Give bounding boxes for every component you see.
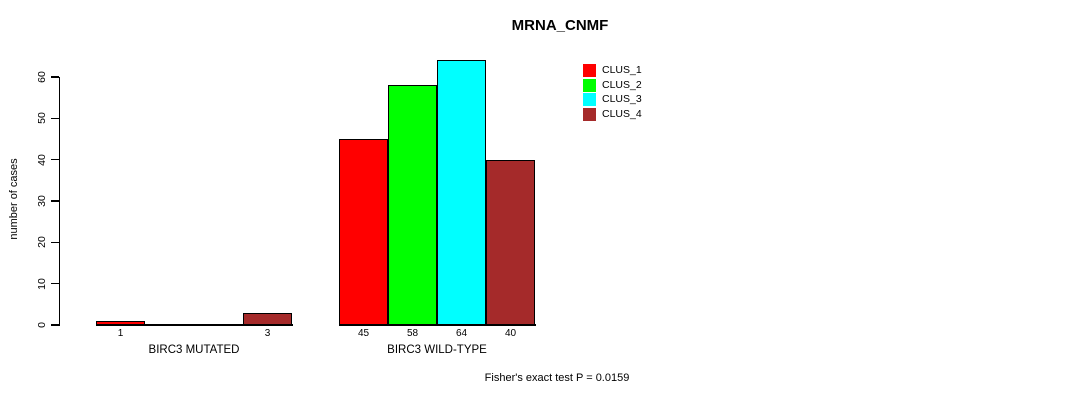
bar-value-label: 64 xyxy=(455,327,468,339)
y-tick-mark xyxy=(51,241,59,244)
y-tick-label: 50 xyxy=(36,112,48,125)
y-tick-label: 20 xyxy=(36,236,48,249)
y-tick-mark xyxy=(51,159,59,161)
bar-value-label: 45 xyxy=(357,327,370,339)
bar-value-label: 1 xyxy=(117,327,124,339)
legend-item: CLUS_1 xyxy=(583,64,642,77)
legend-item: CLUS_2 xyxy=(583,78,642,92)
bar xyxy=(339,139,388,325)
y-tick-mark xyxy=(51,283,59,285)
x-baseline xyxy=(339,324,536,326)
bar-value-label: 3 xyxy=(264,327,271,339)
bar-value-label: 40 xyxy=(504,327,517,339)
legend-item: CLUS_4 xyxy=(583,107,642,121)
chart-title: MRNA_CNMF xyxy=(511,17,609,34)
legend-swatch-icon xyxy=(583,64,596,77)
y-tick-label: 60 xyxy=(36,71,48,83)
bar xyxy=(486,159,535,325)
stat-test-annotation: Fisher's exact test P = 0.0159 xyxy=(484,372,630,384)
group-label: BIRC3 MUTATED xyxy=(148,344,240,356)
y-axis-line xyxy=(59,76,61,326)
legend-label: CLUS_4 xyxy=(602,107,642,120)
y-tick-mark xyxy=(51,324,59,326)
y-tick-mark xyxy=(51,76,59,78)
bar xyxy=(243,312,292,325)
legend-swatch-icon xyxy=(583,107,596,121)
legend-label: CLUS_1 xyxy=(602,64,642,76)
x-baseline xyxy=(96,324,293,326)
y-tick-label: 0 xyxy=(36,322,48,328)
legend-swatch-icon xyxy=(583,78,596,92)
y-tick-mark xyxy=(51,117,59,120)
legend: CLUS_1 CLUS_2 CLUS_3 CLUS_4 xyxy=(583,64,642,122)
bar xyxy=(96,320,145,325)
y-tick-label: 40 xyxy=(36,153,48,166)
y-tick-mark xyxy=(51,200,59,202)
bar xyxy=(437,60,486,325)
legend-item: CLUS_3 xyxy=(583,93,642,106)
y-tick-label: 30 xyxy=(36,195,48,207)
group-label: BIRC3 WILD-TYPE xyxy=(387,344,487,356)
legend-label: CLUS_2 xyxy=(602,78,642,91)
legend-label: CLUS_3 xyxy=(602,93,642,105)
y-tick-label: 10 xyxy=(36,277,48,290)
bar-value-label: 58 xyxy=(406,327,419,339)
legend-swatch-icon xyxy=(583,93,596,106)
bar xyxy=(388,85,437,325)
